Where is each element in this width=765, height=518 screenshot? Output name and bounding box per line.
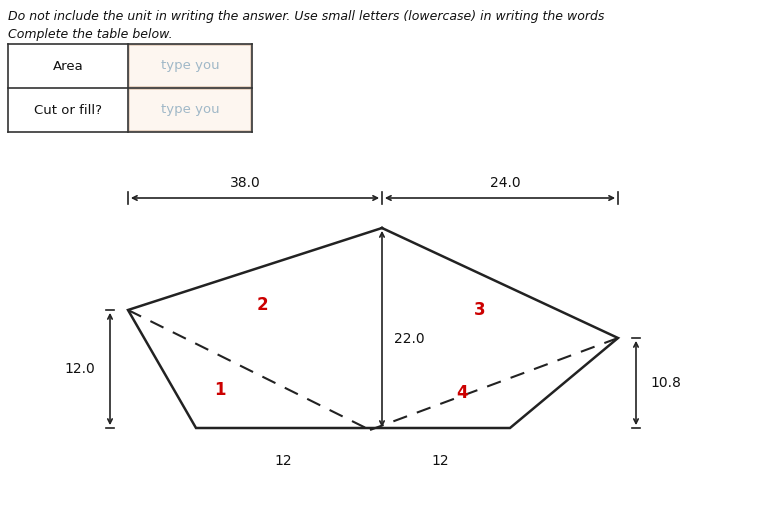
Text: 12: 12 [274,454,291,468]
Text: Area: Area [53,60,83,73]
Text: 1: 1 [214,381,226,399]
Text: 12: 12 [431,454,449,468]
Text: 24.0: 24.0 [490,176,520,190]
Text: 3: 3 [474,301,486,319]
Text: Cut or fill?: Cut or fill? [34,104,102,117]
Text: 2: 2 [256,296,268,314]
FancyBboxPatch shape [129,89,251,131]
Text: 10.8: 10.8 [650,376,682,390]
Text: 38.0: 38.0 [230,176,260,190]
FancyBboxPatch shape [129,45,251,87]
Text: 22.0: 22.0 [394,332,425,346]
Text: 4: 4 [456,384,468,402]
Text: Complete the table below.: Complete the table below. [8,28,173,41]
Text: type you: type you [161,104,220,117]
Text: 12.0: 12.0 [64,362,96,376]
Text: Do not include the unit in writing the answer. Use small letters (lowercase) in : Do not include the unit in writing the a… [8,10,604,23]
Text: type you: type you [161,60,220,73]
